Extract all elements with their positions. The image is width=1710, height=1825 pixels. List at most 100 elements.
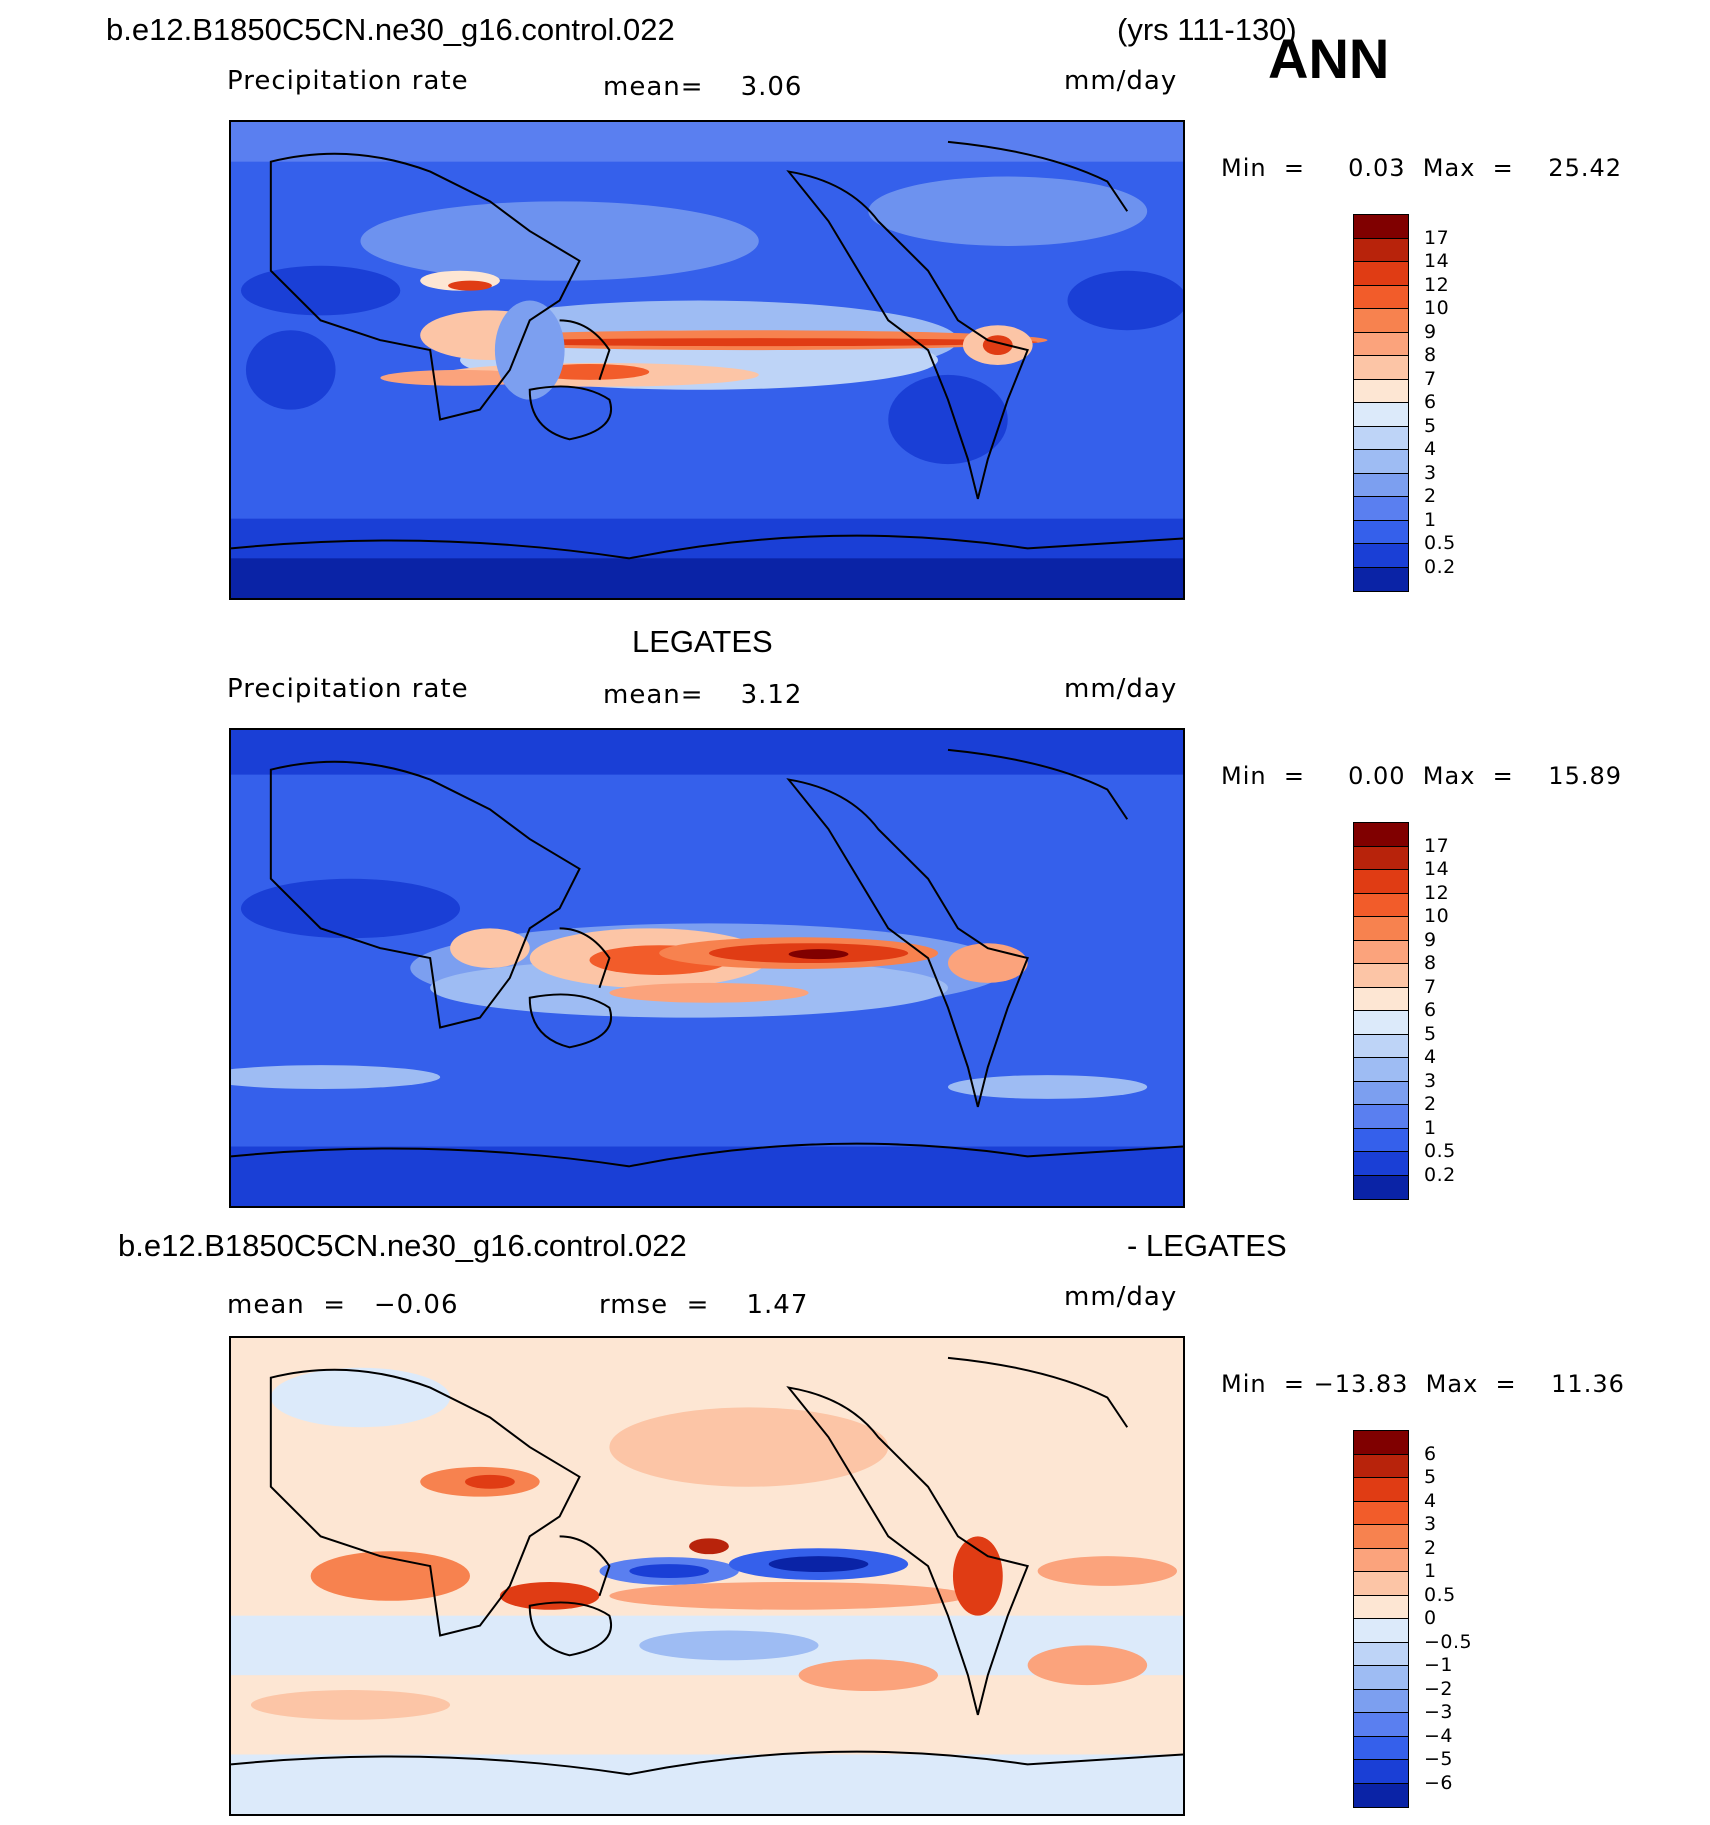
colorbar-tick-label: 10 (1424, 297, 1450, 319)
colorbar-swatch (1354, 940, 1408, 964)
panel-variable-label: Precipitation rate (227, 66, 469, 96)
map-diff (229, 1336, 1185, 1816)
colorbar-tick-label: 7 (1424, 367, 1437, 390)
panel-title-obs: LEGATES (632, 624, 773, 659)
colorbar-swatch (1354, 846, 1408, 870)
colorbar-tick-label: 3 (1424, 461, 1437, 484)
colorbar-tick-label: 6 (1424, 391, 1437, 413)
colorbar-tick-label: −6 (1424, 1771, 1454, 1794)
colorbar-swatch (1354, 1736, 1408, 1760)
panel-title-diff-case: b.e12.B1850C5CN.ne30_g16.control.022 (118, 1228, 687, 1263)
panel-title-diff-obs: - LEGATES (1127, 1228, 1287, 1263)
colorbar-swatch (1354, 567, 1408, 591)
panel-mean-label: mean= 3.12 (603, 680, 803, 710)
colorbar-swatch (1354, 285, 1408, 309)
colorbar-swatch (1354, 1011, 1408, 1035)
colorbar-tick-label: 8 (1424, 952, 1437, 974)
colorbar-swatch (1354, 1081, 1408, 1105)
colorbar-tick-label: 12 (1424, 881, 1450, 904)
colorbar-swatch (1354, 403, 1408, 427)
colorbar-diff (1353, 1430, 1409, 1808)
colorbar-tick-label: 5 (1424, 414, 1437, 437)
colorbar-swatch (1354, 262, 1408, 286)
colorbar-swatch (1354, 1666, 1408, 1690)
colorbar-swatch (1354, 1595, 1408, 1619)
panel-mean-label: mean= 3.06 (603, 72, 803, 102)
colorbar-tick-label: 0.2 (1424, 555, 1456, 578)
colorbar-swatch (1354, 917, 1408, 941)
panel-minmax-label: Min = 0.03 Max = 25.42 (1221, 154, 1622, 182)
colorbar-tick-label: 12 (1424, 273, 1450, 296)
colorbar-tick-label: 3 (1424, 1513, 1437, 1535)
colorbar-swatch (1354, 473, 1408, 497)
colorbar-swatch (1354, 1689, 1408, 1713)
panel-units-label: mm/day (1064, 674, 1178, 704)
colorbar-swatch (1354, 544, 1408, 568)
colorbar-swatch (1354, 893, 1408, 917)
colorbar-tick-label: 1 (1424, 1116, 1437, 1139)
season-label: ANN (1268, 27, 1390, 90)
colorbar-swatch (1354, 1783, 1408, 1807)
colorbar-tick-label: 14 (1424, 858, 1450, 880)
colorbar-swatch (1354, 987, 1408, 1011)
colorbar-swatch (1354, 1642, 1408, 1666)
colorbar-swatch (1354, 1478, 1408, 1502)
map-model-field (231, 122, 1183, 598)
colorbar-tick-label: 3 (1424, 1069, 1437, 1092)
colorbar-swatch (1354, 356, 1408, 380)
colorbar-tick-label: 0.5 (1424, 1583, 1456, 1606)
colorbar-swatch (1354, 1713, 1408, 1737)
colorbar-swatch (1354, 870, 1408, 894)
colorbar-swatch (1354, 1619, 1408, 1643)
colorbar-swatch (1354, 964, 1408, 988)
colorbar-model (1353, 214, 1409, 592)
panel-units-label: mm/day (1064, 1282, 1178, 1312)
panel-mean-label: mean = −0.06 (227, 1290, 459, 1320)
panel-rmse-label: rmse = 1.47 (599, 1290, 809, 1320)
colorbar-tick-label: 4 (1424, 1046, 1437, 1068)
colorbar-swatch (1354, 309, 1408, 333)
map-obs (229, 728, 1185, 1208)
panel-minmax-label: Min = −13.83 Max = 11.36 (1221, 1370, 1625, 1398)
colorbar-tick-label: 6 (1424, 1442, 1437, 1465)
map-diff-field (231, 1338, 1183, 1814)
colorbar-tick-label: 2 (1424, 485, 1437, 507)
colorbar-tick-label: 0.5 (1424, 1140, 1456, 1162)
colorbar-swatch (1354, 1454, 1408, 1478)
colorbar-tick-label: 9 (1424, 320, 1437, 343)
colorbar-swatch (1354, 1572, 1408, 1596)
colorbar-tick-label: 0.5 (1424, 532, 1456, 554)
colorbar-tick-label: 6 (1424, 999, 1437, 1021)
colorbar-swatch (1354, 215, 1408, 239)
colorbar-swatch (1354, 426, 1408, 450)
colorbar-swatch (1354, 379, 1408, 403)
colorbar-swatch (1354, 1525, 1408, 1549)
colorbar-tick-label: 17 (1424, 834, 1450, 857)
colorbar-swatch (1354, 1152, 1408, 1176)
colorbar-tick-label: 4 (1424, 438, 1437, 460)
colorbar-swatch (1354, 1105, 1408, 1129)
colorbar-swatch (1354, 520, 1408, 544)
colorbar-swatch (1354, 497, 1408, 521)
colorbar-tick-label: 8 (1424, 344, 1437, 366)
colorbar-tick-label: 17 (1424, 226, 1450, 249)
colorbar-obs (1353, 822, 1409, 1200)
colorbar-swatch (1354, 1548, 1408, 1572)
map-model (229, 120, 1185, 600)
colorbar-tick-label: 1 (1424, 1560, 1437, 1582)
colorbar-tick-label: 2 (1424, 1536, 1437, 1559)
colorbar-tick-label: 1 (1424, 508, 1437, 531)
colorbar-tick-label: 4 (1424, 1489, 1437, 1512)
colorbar-swatch (1354, 1175, 1408, 1199)
colorbar-swatch (1354, 1058, 1408, 1082)
colorbar-swatch (1354, 1760, 1408, 1784)
colorbar-tick-label: −3 (1424, 1701, 1454, 1723)
colorbar-tick-label: −0.5 (1424, 1630, 1473, 1653)
colorbar-swatch (1354, 238, 1408, 262)
colorbar-tick-label: 14 (1424, 250, 1450, 272)
colorbar-tick-label: 7 (1424, 975, 1437, 998)
colorbar-tick-label: −2 (1424, 1677, 1454, 1700)
colorbar-swatch (1354, 1034, 1408, 1058)
colorbar-tick-label: 2 (1424, 1093, 1437, 1115)
colorbar-swatch (1354, 1431, 1408, 1455)
